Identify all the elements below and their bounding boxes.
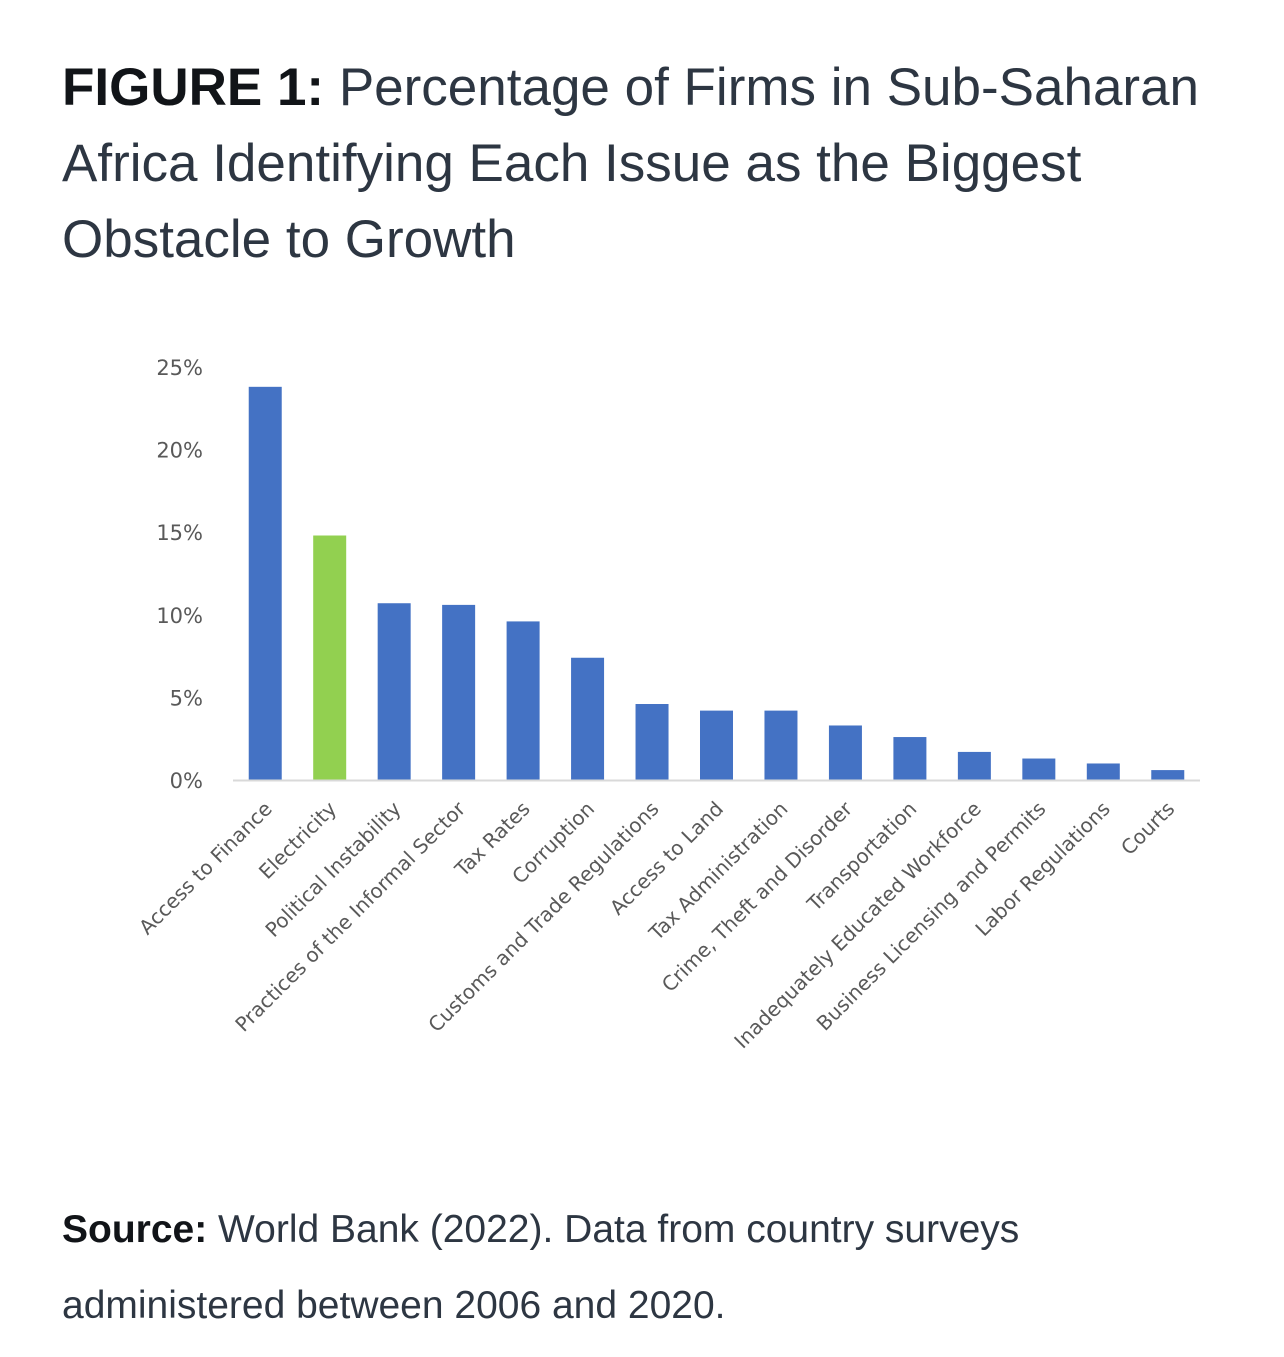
- x-tick-label: Transportation: [802, 797, 922, 917]
- figure-title: FIGURE 1: Percentage of Firms in Sub-Sah…: [62, 50, 1232, 278]
- bar: [957, 751, 991, 780]
- y-tick-label: 10%: [156, 604, 203, 628]
- y-tick-label: 25%: [156, 356, 203, 380]
- y-axis-ticks: 0% 5% 10% 15% 20% 25%: [156, 356, 203, 793]
- source-label: Source:: [62, 1208, 208, 1251]
- bar: [700, 710, 733, 780]
- bar: [506, 621, 540, 780]
- bar: [442, 604, 476, 780]
- bar: [248, 386, 282, 780]
- bar: [828, 725, 862, 780]
- y-tick-label: 5%: [170, 686, 203, 710]
- y-tick-label: 0%: [170, 769, 203, 793]
- x-tick-label: Access to Land: [605, 797, 728, 920]
- source-text: World Bank (2022). Data from country sur…: [62, 1208, 1020, 1327]
- bar: [1022, 758, 1056, 780]
- chart-svg: 0% 5% 10% 15% 20% 25% Access to FinanceElectr…: [134, 356, 1200, 1053]
- bar: [764, 710, 798, 780]
- figure-title-text: Percentage of Firms in Sub-Saharan Afric…: [62, 58, 1200, 269]
- bar: [571, 657, 605, 780]
- x-tick-label: Courts: [1116, 797, 1179, 860]
- y-tick-label: 20%: [156, 439, 203, 463]
- bar: [377, 603, 411, 780]
- x-tick-label: Customs and Trade Regulations: [423, 797, 663, 1037]
- bar-chart: 0% 5% 10% 15% 20% 25% Access to Finance Electr…: [0, 330, 1284, 1130]
- x-tick-label: Business Licensing and Permits: [812, 797, 1051, 1036]
- figure-label: FIGURE 1:: [62, 58, 325, 117]
- bar: [1086, 763, 1120, 780]
- bar: [313, 535, 347, 780]
- bar: [893, 737, 927, 780]
- source-note: Source: World Bank (2022). Data from cou…: [62, 1192, 1232, 1344]
- bar: [1151, 770, 1185, 780]
- bars: [248, 386, 1185, 780]
- bar: [635, 704, 669, 780]
- x-tick-label: Practices of the Informal Sector: [230, 796, 470, 1036]
- y-tick-label: 15%: [156, 521, 203, 545]
